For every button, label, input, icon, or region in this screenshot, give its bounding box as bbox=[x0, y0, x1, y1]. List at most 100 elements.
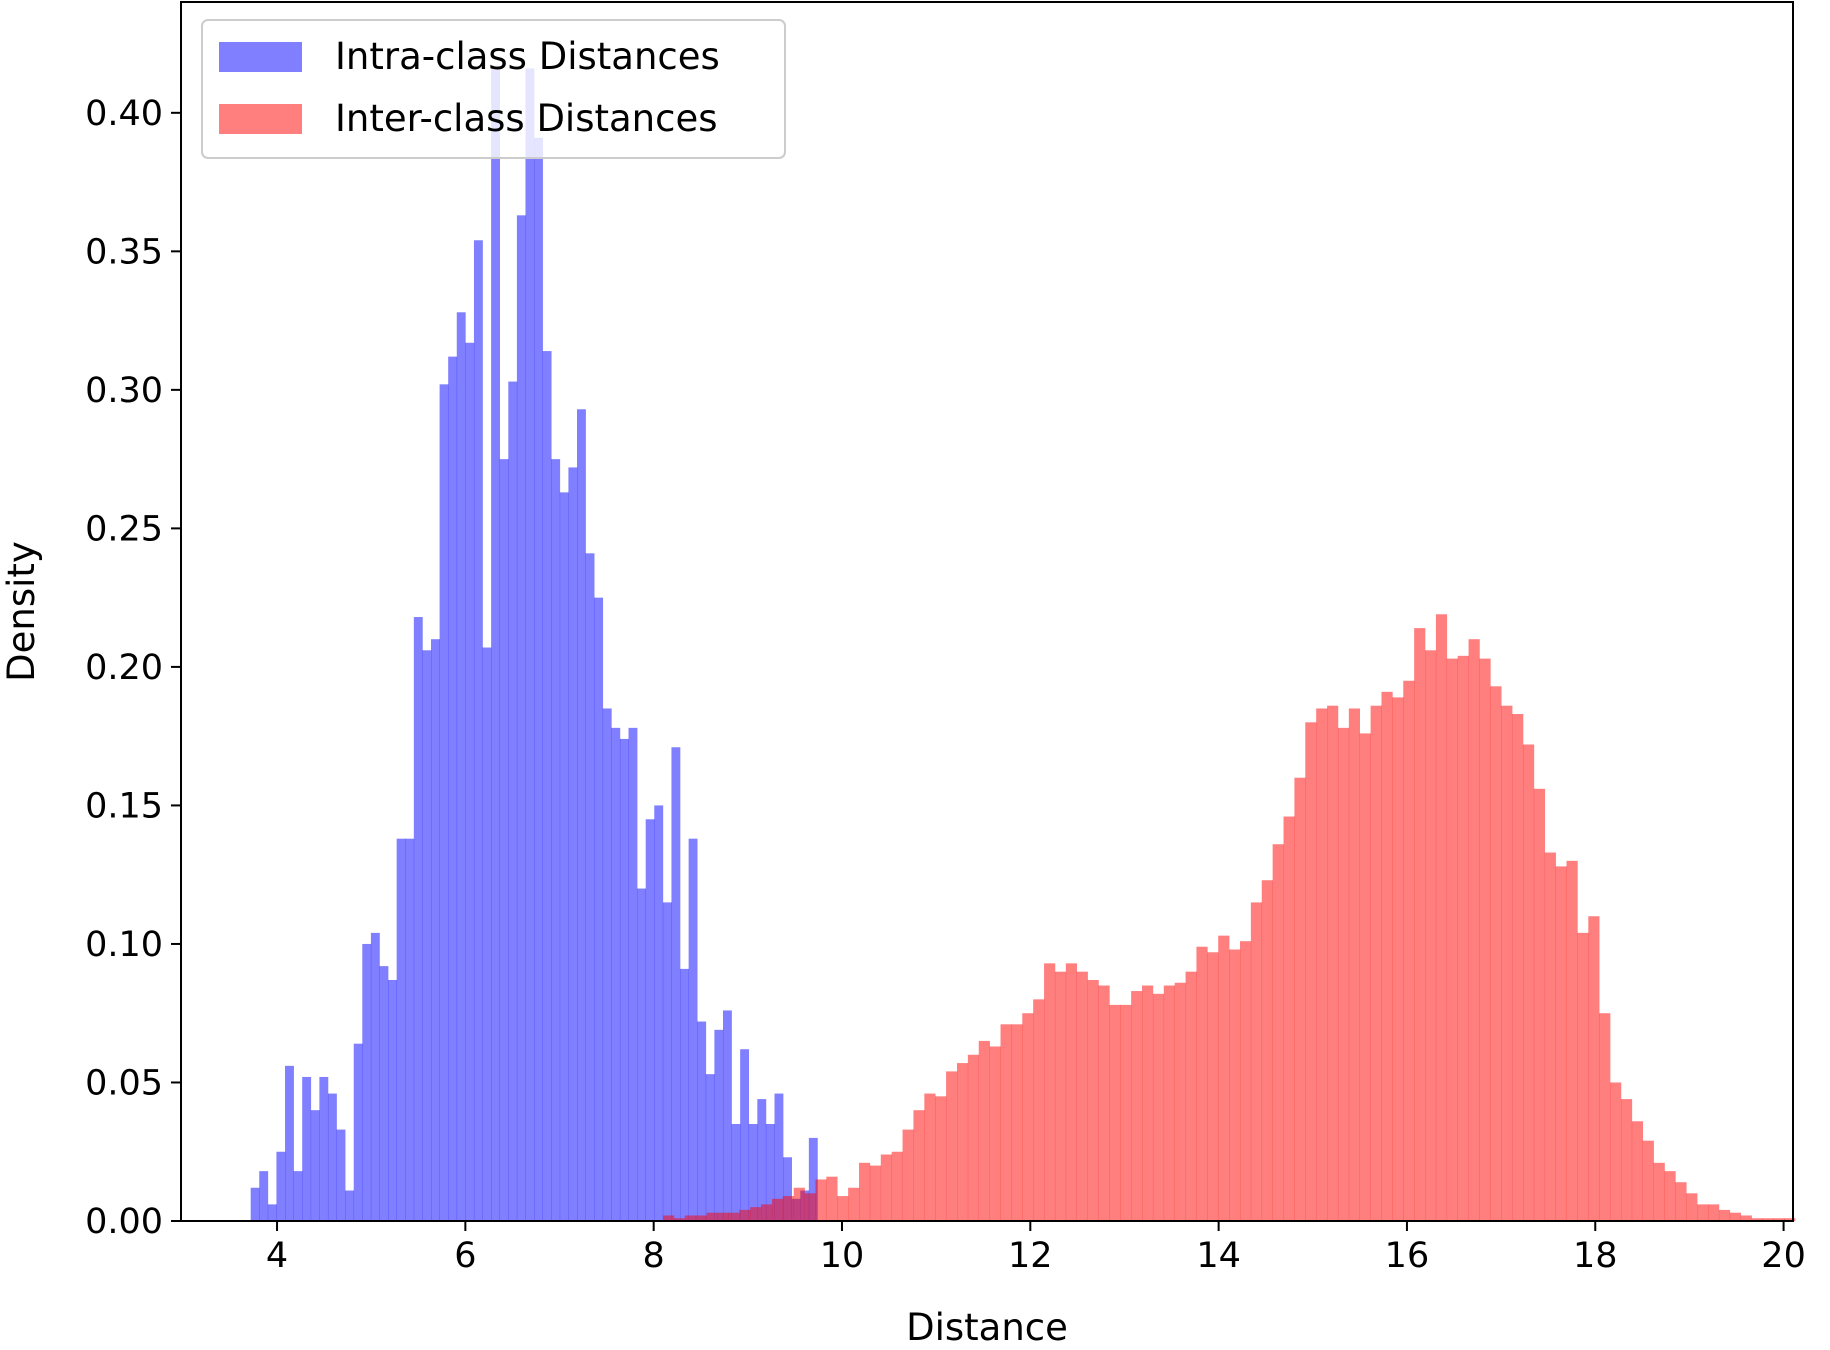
histogram-bar bbox=[826, 1176, 838, 1221]
histogram-bar bbox=[1512, 714, 1524, 1221]
histogram-bar bbox=[783, 1157, 792, 1221]
histogram-bar bbox=[267, 1204, 277, 1221]
histogram-bar bbox=[859, 1162, 871, 1221]
histogram-bar bbox=[551, 459, 561, 1222]
histogram-bar bbox=[276, 1151, 286, 1221]
histogram-bar bbox=[628, 727, 638, 1221]
histogram-bar bbox=[1446, 658, 1458, 1221]
y-tick-label: 0.00 bbox=[85, 1202, 163, 1242]
histogram-bar bbox=[1044, 963, 1056, 1221]
histogram-bar bbox=[1631, 1121, 1644, 1221]
histogram-bar bbox=[1000, 1024, 1012, 1221]
histogram-bar bbox=[327, 1093, 337, 1221]
histogram-bar bbox=[1588, 916, 1600, 1221]
histogram-bar bbox=[1218, 935, 1230, 1221]
histogram-bar bbox=[1435, 614, 1448, 1221]
histogram-bar bbox=[1327, 705, 1339, 1221]
y-tick-label: 0.30 bbox=[85, 371, 163, 411]
histogram-bar bbox=[815, 1179, 827, 1221]
y-tick-label: 0.05 bbox=[85, 1063, 163, 1103]
y-axis-ticks: 0.00 0.05 0.10 0.15 0.20 0.25 0.30 0.35 0.40 bbox=[85, 94, 181, 1242]
histogram-bar bbox=[771, 1198, 784, 1221]
histogram-bar bbox=[353, 1043, 363, 1221]
histogram-bar bbox=[750, 1207, 762, 1221]
x-axis-ticks: 4 6 8 10 12 14 16 18 20 bbox=[266, 1221, 1806, 1276]
histogram-bar bbox=[439, 384, 449, 1221]
histogram-bar bbox=[740, 1049, 750, 1221]
histogram-bar bbox=[1479, 658, 1491, 1221]
x-tick-label: 6 bbox=[454, 1236, 476, 1276]
histogram-bar bbox=[1185, 971, 1197, 1221]
histogram-bar bbox=[1033, 999, 1045, 1221]
histogram-bar bbox=[259, 1171, 269, 1221]
histogram-bar bbox=[619, 738, 629, 1221]
y-tick-label: 0.15 bbox=[85, 786, 163, 826]
histogram-bar bbox=[594, 597, 604, 1221]
histogram-bar bbox=[1773, 1218, 1785, 1221]
histogram-bar bbox=[1098, 985, 1110, 1221]
histogram-bar bbox=[680, 968, 689, 1221]
histogram-bar bbox=[1196, 946, 1208, 1221]
x-tick-label: 18 bbox=[1573, 1236, 1618, 1276]
plot-frame bbox=[180, 1, 1794, 1222]
histogram-bar bbox=[1272, 844, 1284, 1221]
histogram-bar bbox=[1620, 1099, 1633, 1221]
histogram-bar bbox=[804, 1193, 816, 1221]
histogram-bar bbox=[1207, 952, 1219, 1221]
x-axis-label: Distance bbox=[906, 1306, 1068, 1349]
histogram-bar bbox=[1686, 1193, 1698, 1221]
histogram-bar bbox=[688, 838, 698, 1221]
histogram-bar bbox=[405, 838, 415, 1221]
y-tick-label: 0.20 bbox=[85, 648, 163, 688]
x-tick-label: 4 bbox=[266, 1236, 288, 1276]
histogram-bar bbox=[1370, 705, 1382, 1221]
histogram-bar bbox=[662, 902, 672, 1221]
y-tick-label: 0.10 bbox=[85, 925, 163, 965]
histogram-bar bbox=[935, 1096, 947, 1221]
histogram-bar bbox=[499, 459, 509, 1222]
histogram-bar bbox=[1076, 971, 1088, 1221]
histogram-bar bbox=[1381, 691, 1393, 1221]
histogram-bar bbox=[508, 381, 518, 1221]
histogram-bar bbox=[1337, 727, 1350, 1221]
histogram-bar bbox=[1109, 1004, 1121, 1221]
histogram-bar bbox=[1087, 979, 1099, 1221]
histogram-bar bbox=[765, 1124, 775, 1221]
histogram-bar bbox=[774, 1093, 784, 1221]
histogram-bar bbox=[956, 1063, 969, 1221]
histogram-bar bbox=[705, 1074, 715, 1221]
histogram-bar bbox=[913, 1110, 925, 1221]
histogram-bar bbox=[516, 215, 526, 1221]
histogram-bar bbox=[645, 819, 655, 1221]
histogram-bar bbox=[671, 747, 681, 1221]
histogram-bar bbox=[379, 966, 389, 1221]
x-tick-label: 14 bbox=[1196, 1236, 1241, 1276]
histogram-bar bbox=[739, 1209, 751, 1221]
histogram-bar bbox=[1751, 1218, 1763, 1221]
histogram-bar bbox=[706, 1212, 718, 1221]
series-inter bbox=[663, 614, 1796, 1221]
x-tick-label: 10 bbox=[820, 1236, 865, 1276]
histogram-bar bbox=[456, 312, 466, 1221]
histogram-bar bbox=[869, 1165, 882, 1221]
histogram-bar bbox=[891, 1151, 903, 1221]
histogram-bar bbox=[1120, 1004, 1132, 1221]
histogram-bar bbox=[1533, 788, 1546, 1221]
histogram-bar bbox=[673, 1218, 686, 1221]
histogram-bar bbox=[728, 1212, 740, 1221]
histogram-bar bbox=[989, 1046, 1001, 1221]
histogram-bar bbox=[559, 492, 569, 1221]
histogram-bar bbox=[611, 727, 621, 1221]
histogram-bar bbox=[1708, 1204, 1720, 1221]
histogram-bar bbox=[1305, 722, 1317, 1221]
histogram-bar bbox=[1501, 705, 1513, 1221]
histogram-bar bbox=[1316, 708, 1328, 1221]
histogram-bar bbox=[1697, 1204, 1709, 1221]
histogram-bar bbox=[697, 1021, 707, 1221]
histogram-bar bbox=[336, 1129, 346, 1221]
legend-label-intra: Intra-class Distances bbox=[335, 35, 720, 78]
histogram-bar bbox=[1239, 941, 1252, 1221]
histogram-bar bbox=[695, 1215, 707, 1221]
histogram-bar bbox=[310, 1110, 320, 1221]
